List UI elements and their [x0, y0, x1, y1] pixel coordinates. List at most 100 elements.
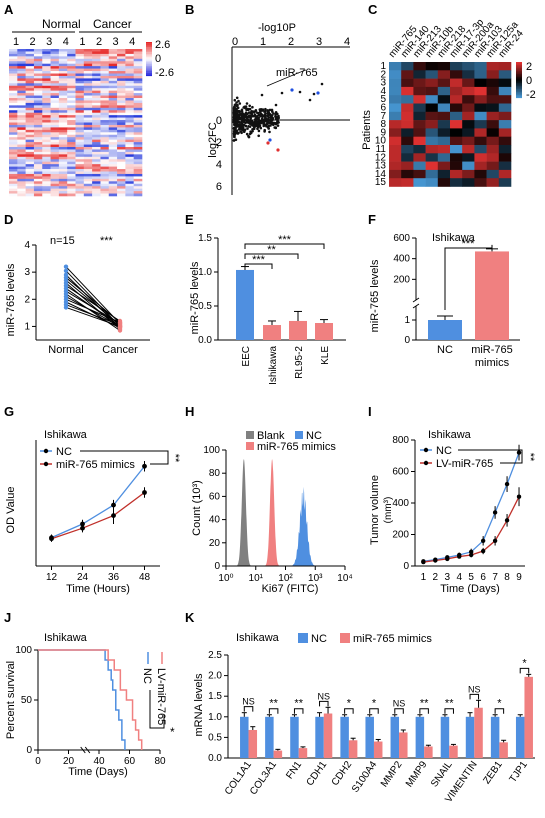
panel-a-cell [67, 53, 76, 57]
panel-c-patient-label: 12 [375, 152, 387, 163]
panel-a-scale-label: 0 [155, 53, 161, 65]
panel-c-cell [401, 169, 414, 179]
panel-a-cell [58, 93, 68, 96]
panel-a-cell [33, 161, 43, 165]
panel-a-cell [117, 188, 126, 192]
panel-a-cell [92, 147, 101, 150]
panel-b-point [308, 98, 312, 102]
panel-k-sig-label: ** [420, 698, 429, 710]
panel-a-cell [100, 117, 110, 121]
panel-a-cell [9, 132, 18, 136]
panel-a-cell [117, 75, 126, 79]
panel-a-cell [92, 164, 101, 167]
panel-b-point [258, 111, 262, 114]
panel-a-cell [125, 107, 134, 111]
panel-a-cell [42, 49, 51, 52]
panel-a-cell [42, 154, 51, 158]
panel-a-cell [33, 124, 43, 128]
panel-c-cell [401, 103, 414, 113]
panel-a-cell [58, 164, 68, 167]
panel-c-cell [425, 128, 439, 137]
panel-letter-e: E [185, 212, 194, 227]
panel-a-cell [100, 154, 110, 158]
panel-a-cell [83, 120, 93, 123]
panel-c-cell [401, 86, 414, 96]
panel-c-patient-label: 6 [380, 103, 386, 114]
panel-k-legend-swatch [340, 633, 350, 643]
panel-a-cell [83, 188, 93, 192]
panel-a-cell [125, 71, 134, 74]
panel-a-cell [75, 122, 85, 126]
panel-a-cell [67, 88, 76, 91]
panel-k-bar-nc [515, 716, 525, 758]
panel-a-cell [108, 132, 118, 136]
panel-a-cell [33, 176, 43, 180]
panel-a-cell [100, 186, 110, 189]
panel-c-cell [425, 95, 439, 104]
panel-letter-d: D [4, 212, 13, 227]
panel-a-cell [25, 110, 35, 113]
panel-i-point [492, 538, 498, 543]
panel-c-cell [389, 153, 402, 162]
panel-a-cell [9, 129, 18, 133]
panel-a-cell [25, 105, 35, 109]
panel-a-cell [50, 176, 60, 180]
panel-c-scale-step [516, 90, 522, 93]
panel-a-cell [9, 83, 18, 87]
panel-a-cell [125, 112, 134, 116]
panel-a-cell [125, 186, 134, 189]
panel-a-cell [108, 122, 118, 126]
panel-g-series-line [51, 491, 145, 540]
panel-b-point [241, 126, 245, 129]
panel-a-cell [133, 181, 143, 185]
panel-k-plot: NC miR-765 mimics0.00.51.01.52.02.5NSCOL1… [208, 633, 535, 805]
panel-b-point [239, 130, 242, 133]
panel-b-point [258, 124, 261, 128]
panel-a-cell [108, 105, 118, 109]
panel-a-cell [75, 173, 85, 177]
panel-a-cell [117, 68, 126, 72]
panel-a-cell [67, 193, 76, 197]
panel-a-cell [100, 171, 110, 175]
panel-g-point [49, 536, 54, 542]
panel-b-point [267, 111, 271, 114]
panel-a-cell [9, 98, 18, 101]
panel-a-cell [33, 98, 43, 101]
panel-a-cell [25, 147, 35, 150]
panel-a-cell [58, 191, 68, 194]
panel-a-cell [108, 147, 118, 150]
panel-k-sig-label: NS [242, 697, 255, 707]
panel-a-cell [25, 88, 35, 91]
panel-letter-g: G [4, 404, 14, 419]
panel-a-cell [117, 166, 126, 170]
panel-a-cell [25, 58, 35, 62]
panel-a-cell [58, 73, 68, 77]
panel-a-cell [67, 178, 76, 182]
panel-a-cell [108, 110, 118, 113]
panel-k-bar-mimics [399, 732, 408, 758]
panel-k-sig-bracket [494, 708, 505, 714]
panel-a-cell [75, 98, 85, 101]
panel-a-cell [83, 159, 93, 162]
panel-c-scale-step [516, 87, 522, 90]
panel-a-cell [42, 68, 51, 72]
panel-a-cell [33, 154, 43, 158]
panel-a-cell [42, 105, 51, 109]
panel-a-cell [117, 132, 126, 136]
panel-a-cell [100, 129, 110, 133]
panel-a-cell [125, 63, 134, 67]
panel-a-cell [117, 110, 126, 113]
panel-f-bar [428, 320, 462, 340]
panel-a-cell [92, 161, 101, 165]
panel-a-cell [50, 78, 60, 82]
panel-a-scale-step [146, 59, 152, 61]
panel-c-cell [413, 111, 426, 121]
panel-a-cell [50, 188, 60, 192]
panel-a-cell [42, 78, 51, 82]
panel-a-cell [58, 53, 68, 57]
panel-c-cell [474, 169, 487, 179]
panel-a-cell [133, 191, 143, 194]
panel-k-y-tick-label: 2.5 [208, 650, 222, 661]
panel-a-cell [125, 68, 134, 72]
panel-h-legend-swatch [246, 431, 254, 439]
